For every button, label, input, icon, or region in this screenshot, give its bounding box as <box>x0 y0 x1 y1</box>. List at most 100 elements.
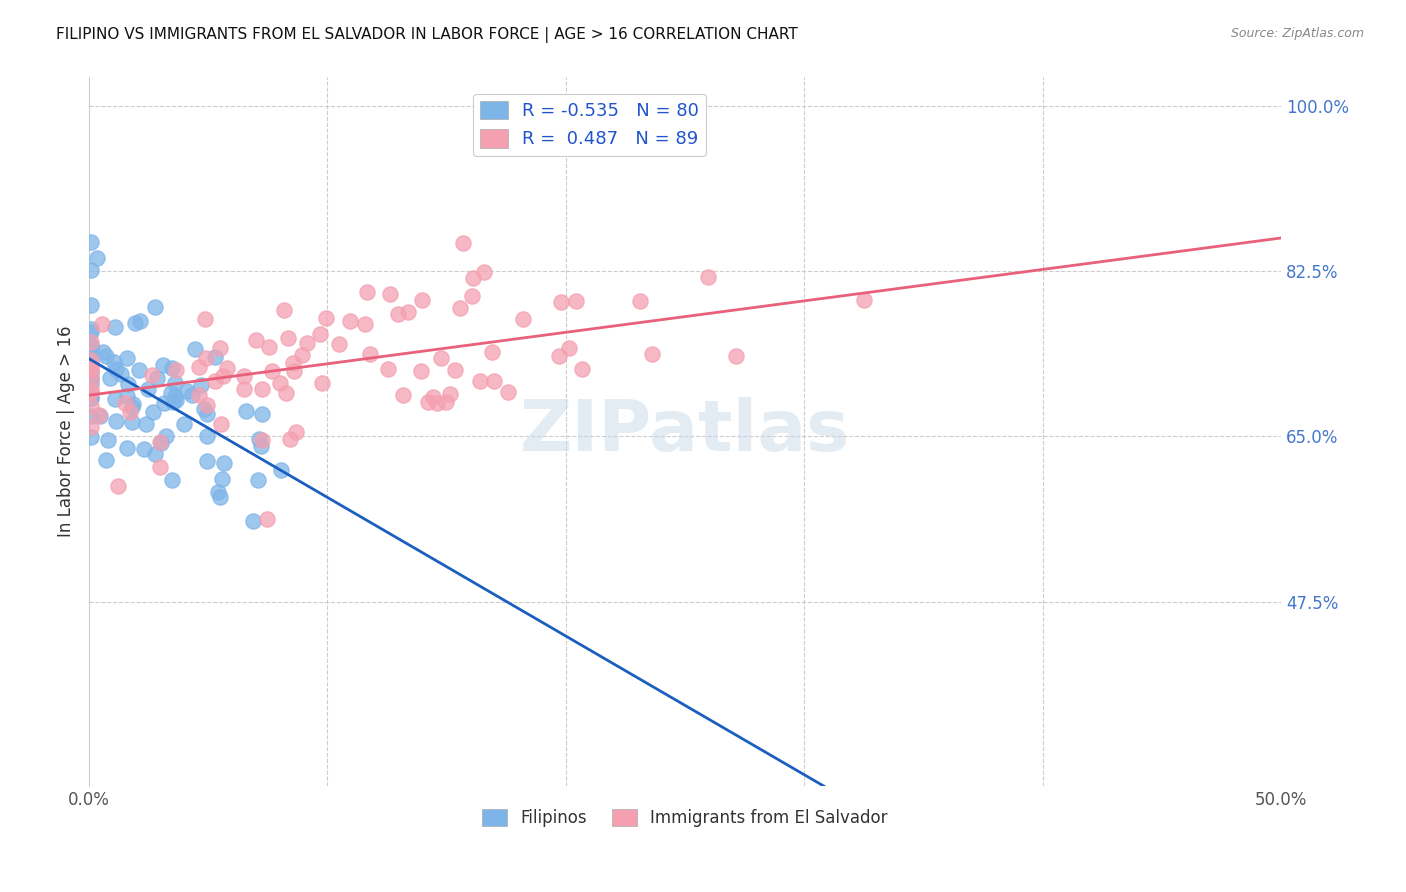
Point <box>387 307 409 321</box>
Point <box>80 364 103 378</box>
Point <box>262 364 284 378</box>
Point <box>197 454 219 468</box>
Point <box>107 478 129 492</box>
Point <box>80 385 103 400</box>
Point <box>128 363 150 377</box>
Point <box>558 341 581 355</box>
Point <box>80 235 103 249</box>
Point <box>121 397 143 411</box>
Point <box>283 356 305 370</box>
Point <box>434 395 457 409</box>
Point <box>696 269 718 284</box>
Point <box>163 376 186 390</box>
Point <box>311 376 333 390</box>
Point <box>356 285 378 300</box>
Point <box>641 346 664 360</box>
Point <box>233 368 256 383</box>
Point <box>80 391 103 405</box>
Legend: Filipinos, Immigrants from El Salvador: Filipinos, Immigrants from El Salvador <box>475 803 894 834</box>
Point <box>422 390 444 404</box>
Point <box>141 368 163 382</box>
Point <box>135 417 157 431</box>
Point <box>80 368 103 383</box>
Point <box>235 404 257 418</box>
Point <box>380 287 402 301</box>
Point <box>129 314 152 328</box>
Point <box>468 374 491 388</box>
Point <box>512 312 534 326</box>
Point <box>152 358 174 372</box>
Point <box>163 389 186 403</box>
Point <box>149 434 172 449</box>
Point <box>94 349 117 363</box>
Point <box>155 429 177 443</box>
Point <box>80 384 103 398</box>
Point <box>274 386 297 401</box>
Point <box>195 398 218 412</box>
Point <box>115 389 138 403</box>
Point <box>149 459 172 474</box>
Point <box>90 317 112 331</box>
Point <box>193 401 215 416</box>
Point <box>628 293 651 308</box>
Point <box>80 364 103 378</box>
Point <box>451 235 474 250</box>
Point <box>80 430 103 444</box>
Point <box>86 252 108 266</box>
Point <box>181 388 204 402</box>
Point <box>245 333 267 347</box>
Point <box>250 407 273 421</box>
Point <box>98 371 121 385</box>
Point <box>80 409 103 423</box>
Point <box>250 433 273 447</box>
Point <box>278 432 301 446</box>
Point <box>204 374 226 388</box>
Point <box>110 367 132 381</box>
Point <box>211 472 233 486</box>
Point <box>121 401 143 415</box>
Point <box>249 439 271 453</box>
Point <box>852 293 875 307</box>
Point <box>426 396 449 410</box>
Point <box>277 331 299 345</box>
Point <box>80 372 103 386</box>
Point <box>571 361 593 376</box>
Point <box>377 361 399 376</box>
Point <box>80 338 103 352</box>
Point <box>121 415 143 429</box>
Point <box>309 327 332 342</box>
Point <box>283 364 305 378</box>
Point <box>214 457 236 471</box>
Point <box>117 351 139 365</box>
Point <box>212 369 235 384</box>
Point <box>291 347 314 361</box>
Point <box>207 484 229 499</box>
Point <box>481 344 503 359</box>
Point <box>418 394 440 409</box>
Text: ZIPatlas: ZIPatlas <box>520 397 851 467</box>
Point <box>188 359 211 374</box>
Point <box>209 491 232 505</box>
Point <box>256 512 278 526</box>
Point <box>273 302 295 317</box>
Point <box>80 420 103 434</box>
Point <box>197 429 219 443</box>
Point <box>725 349 748 363</box>
Point <box>354 317 377 331</box>
Point <box>496 385 519 400</box>
Point <box>152 396 174 410</box>
Point <box>195 351 218 366</box>
Point <box>104 392 127 406</box>
Point <box>409 363 432 377</box>
Point <box>145 371 167 385</box>
Point <box>190 378 212 392</box>
Point <box>252 382 274 396</box>
Point <box>242 514 264 528</box>
Point <box>295 335 318 350</box>
Point <box>114 396 136 410</box>
Point <box>246 473 269 487</box>
Point <box>484 374 506 388</box>
Point <box>94 453 117 467</box>
Point <box>204 350 226 364</box>
Point <box>80 399 103 413</box>
